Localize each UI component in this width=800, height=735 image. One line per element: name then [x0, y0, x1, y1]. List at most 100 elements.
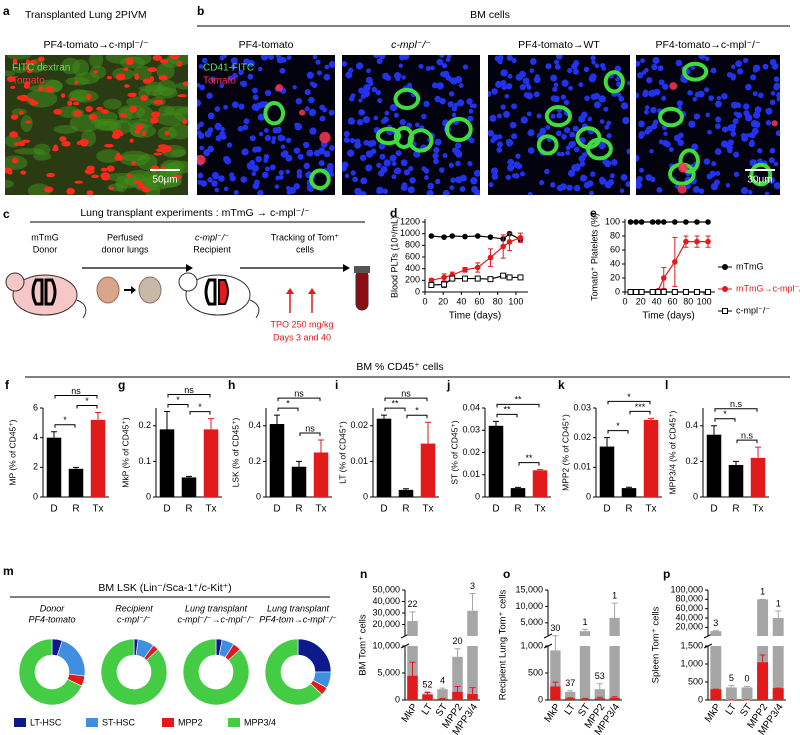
y-tick-label: 50,000 [372, 584, 400, 594]
x-tick-label: R [72, 504, 79, 515]
nucleus [625, 181, 630, 188]
error-bar [439, 687, 446, 690]
tissue [89, 65, 107, 79]
marker [462, 275, 468, 282]
blood-tube [355, 269, 369, 311]
nucleus [733, 171, 740, 178]
nucleus [243, 58, 250, 65]
significance-label: ** [525, 453, 533, 463]
lung-outline [204, 278, 217, 306]
tomato-cell [106, 75, 113, 80]
nucleus [687, 90, 693, 96]
y-tick-label: 100,000 [670, 584, 703, 594]
tomato-cell [158, 74, 168, 81]
nucleus [606, 133, 612, 139]
y-tick-label: 40,000 [675, 612, 703, 622]
y-tick-label: 80,000 [675, 594, 703, 604]
tomato-cell [115, 152, 121, 160]
nucleus [275, 175, 281, 181]
tomato-cell [115, 73, 126, 81]
significance-bracket [277, 397, 321, 402]
n-label: 0 [744, 674, 749, 684]
tissue [138, 85, 169, 92]
error-bar [596, 683, 603, 690]
nucleus [198, 121, 205, 127]
x-tick-label: D [492, 504, 499, 515]
nucleus [285, 154, 293, 162]
megakaryocyte [536, 134, 559, 156]
micrograph-content [342, 55, 480, 195]
x-tick-label: R [295, 504, 302, 515]
nucleus [500, 79, 507, 86]
nucleus [511, 173, 517, 178]
megakaryocyte [309, 168, 331, 191]
panel-b: b BM cells PF4-tomato c-mpl⁻/⁻ PF4-tomat… [197, 4, 790, 51]
nucleus [707, 129, 712, 135]
x-tick-label: R [514, 504, 521, 515]
nucleus [711, 161, 717, 167]
nucleus [308, 96, 315, 104]
nucleus [327, 162, 334, 170]
tomato-cell [91, 174, 100, 179]
y-axis-label: ST (% of CD45⁺) [449, 420, 459, 484]
tomato-cell [69, 97, 76, 101]
nucleus [324, 64, 330, 70]
nucleus [445, 75, 452, 81]
nucleus [264, 89, 272, 97]
nucleus [349, 95, 355, 102]
panel-label: i [335, 378, 338, 392]
nucleus [237, 125, 244, 132]
nucleus [620, 174, 628, 181]
nucleus [238, 103, 245, 110]
nucleus [215, 135, 222, 142]
nucleus [249, 135, 256, 142]
nucleus [255, 156, 262, 163]
nucleus [638, 120, 645, 128]
nucleus [263, 158, 269, 163]
legend-label: mTmG→c-mpl⁻/⁻ [736, 283, 800, 293]
nucleus [536, 113, 542, 119]
nucleus [402, 55, 410, 60]
nucleus [261, 171, 269, 179]
nucleus [491, 134, 499, 141]
nucleus [316, 70, 322, 76]
nucleus [573, 184, 581, 192]
marker [672, 219, 678, 225]
marker [627, 219, 634, 225]
x-tick-label: LT [563, 702, 578, 717]
panel-label: d [390, 206, 397, 220]
error-bar [454, 686, 461, 692]
tomato-cell [153, 152, 163, 156]
nucleus [550, 74, 558, 82]
nucleus [328, 109, 335, 116]
tomato-cell [319, 131, 331, 144]
nucleus [730, 75, 736, 81]
nucleus [539, 179, 545, 186]
marker [487, 276, 494, 283]
nucleus [590, 93, 597, 100]
nucleus [297, 153, 304, 160]
tomato-cell [176, 63, 183, 67]
nucleus [450, 177, 456, 183]
error-bar [274, 414, 280, 425]
nucleus [590, 171, 596, 177]
tomato-cell [5, 167, 13, 174]
marker [506, 274, 513, 281]
tomato-cell [169, 55, 180, 60]
nucleus [393, 112, 399, 118]
tomato-cell [29, 60, 37, 65]
bar [750, 457, 766, 497]
error-bar [552, 681, 559, 687]
nucleus [556, 184, 564, 192]
tomato-cell [30, 100, 39, 106]
nucleus [377, 98, 383, 104]
nucleus [496, 113, 502, 119]
y-axis-label: MPP3/4 (% of CD45⁺) [667, 410, 677, 494]
marker [441, 234, 447, 240]
nucleus [651, 122, 658, 130]
nucleus [469, 137, 475, 144]
nucleus [434, 95, 441, 103]
nucleus [754, 106, 762, 114]
megakaryocyte [407, 128, 434, 153]
